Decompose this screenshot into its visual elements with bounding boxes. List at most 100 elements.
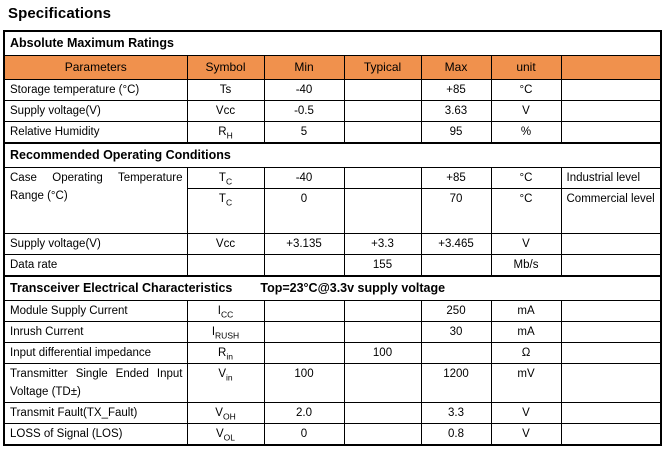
symbol-subscript: in — [226, 372, 233, 383]
cell-symbol: RH — [186, 121, 265, 144]
cell-typical — [343, 402, 422, 424]
cell-max: 95 — [420, 121, 492, 144]
cell-symbol: Vin — [186, 363, 265, 403]
column-header-unit: unit — [490, 55, 562, 80]
cell-min: 100 — [263, 363, 345, 403]
cell-typical — [343, 300, 422, 322]
symbol-subscript: RUSH — [215, 330, 240, 341]
column-header-min: Min — [263, 55, 345, 80]
symbol-subscript: C — [225, 176, 233, 187]
cell-parameter: Storage temperature (°C) — [3, 79, 188, 101]
section-header-row: Absolute Maximum Ratings — [3, 31, 662, 56]
cell-parameter: Inrush Current — [3, 321, 188, 343]
cell-unit: mV — [490, 363, 562, 403]
table-row: Case Operating Temperature Range (°C) TC -… — [3, 167, 662, 234]
cell-typical — [343, 79, 422, 101]
column-header-max: Max — [420, 55, 492, 80]
table-row: Relative Humidity RH 5 95% — [3, 121, 662, 144]
section-title: Absolute Maximum Ratings — [3, 31, 662, 56]
symbol-subscript: in — [226, 351, 233, 362]
cell-max: +3.465 — [420, 233, 492, 255]
cell-min: 0 — [263, 423, 345, 446]
cell-unit: °C — [490, 79, 562, 101]
cell-symbol: Vcc — [186, 233, 265, 255]
cell-unit: V — [490, 402, 562, 424]
cell-typical: 155 — [343, 254, 422, 277]
cell-note — [560, 342, 662, 364]
cell-symbol: ICC — [186, 300, 265, 322]
cell-max: 1200 — [420, 363, 492, 403]
cell-min: -40 — [263, 79, 345, 101]
cell-note — [560, 321, 662, 343]
cell-unit: °C — [490, 188, 562, 234]
table-row: Supply voltage(V) Vcc +3.135 +3.3 +3.465 V — [3, 233, 662, 255]
section-header-row: Transceiver Electrical Characteristics To… — [3, 275, 662, 301]
table-row: Module Supply Current ICC 250 mA — [3, 300, 662, 322]
cell-parameter: Data rate — [3, 254, 188, 277]
cell-unit: V — [490, 233, 562, 255]
column-header-typical: Typical — [343, 55, 422, 80]
cell-max: 3.3 — [420, 402, 492, 424]
cell-max: +85 — [420, 79, 492, 101]
cell-typical — [343, 100, 422, 122]
cell-min — [263, 300, 345, 322]
column-header-symbol: Symbol — [186, 55, 265, 80]
cell-max: +85 — [420, 167, 492, 189]
cell-note — [560, 233, 662, 255]
cell-max: 3.63 — [420, 100, 492, 122]
column-header-blank-6 — [560, 55, 662, 80]
cell-min: 2.0 — [263, 402, 345, 424]
cell-min — [263, 342, 345, 364]
section-title-text: Recommended Operating Conditions — [10, 148, 231, 162]
cell-parameter: Transmitter Single Ended Input Voltage (… — [3, 363, 188, 403]
section-header-row: Recommended Operating Conditions — [3, 142, 662, 168]
cell-typical — [343, 188, 422, 234]
cell-note — [560, 423, 662, 446]
symbol-subscript: CC — [220, 309, 234, 320]
table-row: Transmitter Single Ended Input Voltage (… — [3, 363, 662, 403]
cell-parameter: Supply voltage(V) — [3, 100, 188, 122]
cell-typical — [343, 321, 422, 343]
symbol-subscript: OL — [223, 432, 235, 443]
cell-typical: +3.3 — [343, 233, 422, 255]
cell-symbol: Rin — [186, 342, 265, 364]
cell-min: 5 — [263, 121, 345, 144]
table-row: Supply voltage(V) Vcc -0.5 3.63 V — [3, 100, 662, 122]
cell-parameter: Relative Humidity — [3, 121, 188, 144]
cell-typical — [343, 363, 422, 403]
cell-max: 250 — [420, 300, 492, 322]
cell-parameter: Module Supply Current — [3, 300, 188, 322]
cell-note: Commercial level — [560, 188, 662, 234]
cell-note — [560, 79, 662, 101]
section-title: Recommended Operating Conditions — [3, 142, 662, 168]
cell-max — [420, 342, 492, 364]
cell-symbol: IRUSH — [186, 321, 265, 343]
cell-note — [560, 121, 662, 144]
cell-symbol: VOL — [186, 423, 265, 446]
cell-unit: Mb/s — [490, 254, 562, 277]
table-row: LOSS of Signal (LOS) VOL 0 0.8 V — [3, 423, 662, 446]
specifications-table: Absolute Maximum Ratings Parameters Symbol… — [3, 30, 663, 446]
page-title: Specifications — [8, 5, 112, 22]
table-row: Storage temperature (°C) Ts -40 +85 °C — [3, 79, 662, 101]
cell-symbol: Vcc — [186, 100, 265, 122]
cell-min: -40 — [263, 167, 345, 189]
cell-unit: mA — [490, 321, 562, 343]
symbol-subscript: H — [226, 130, 233, 141]
symbol-subscript: C — [225, 197, 233, 208]
table-row: TC 0 70 °C Commercial level — [4, 188, 662, 234]
table-row: Inrush Current IRUSH 30 mA — [3, 321, 662, 343]
cell-min — [263, 254, 345, 277]
column-header-row: Parameters Symbol Min Typical Max unit — [3, 55, 662, 80]
cell-unit: Ω — [490, 342, 562, 364]
cell-unit: °C — [490, 167, 562, 189]
cell-max — [420, 254, 492, 277]
cell-note — [560, 254, 662, 277]
cell-min: +3.135 — [263, 233, 345, 255]
cell-min: -0.5 — [263, 100, 345, 122]
cell-typical — [343, 167, 422, 189]
cell-symbol: VOH — [186, 402, 265, 424]
cell-note — [560, 402, 662, 424]
cell-unit: V — [490, 100, 562, 122]
cell-typical — [343, 423, 422, 446]
